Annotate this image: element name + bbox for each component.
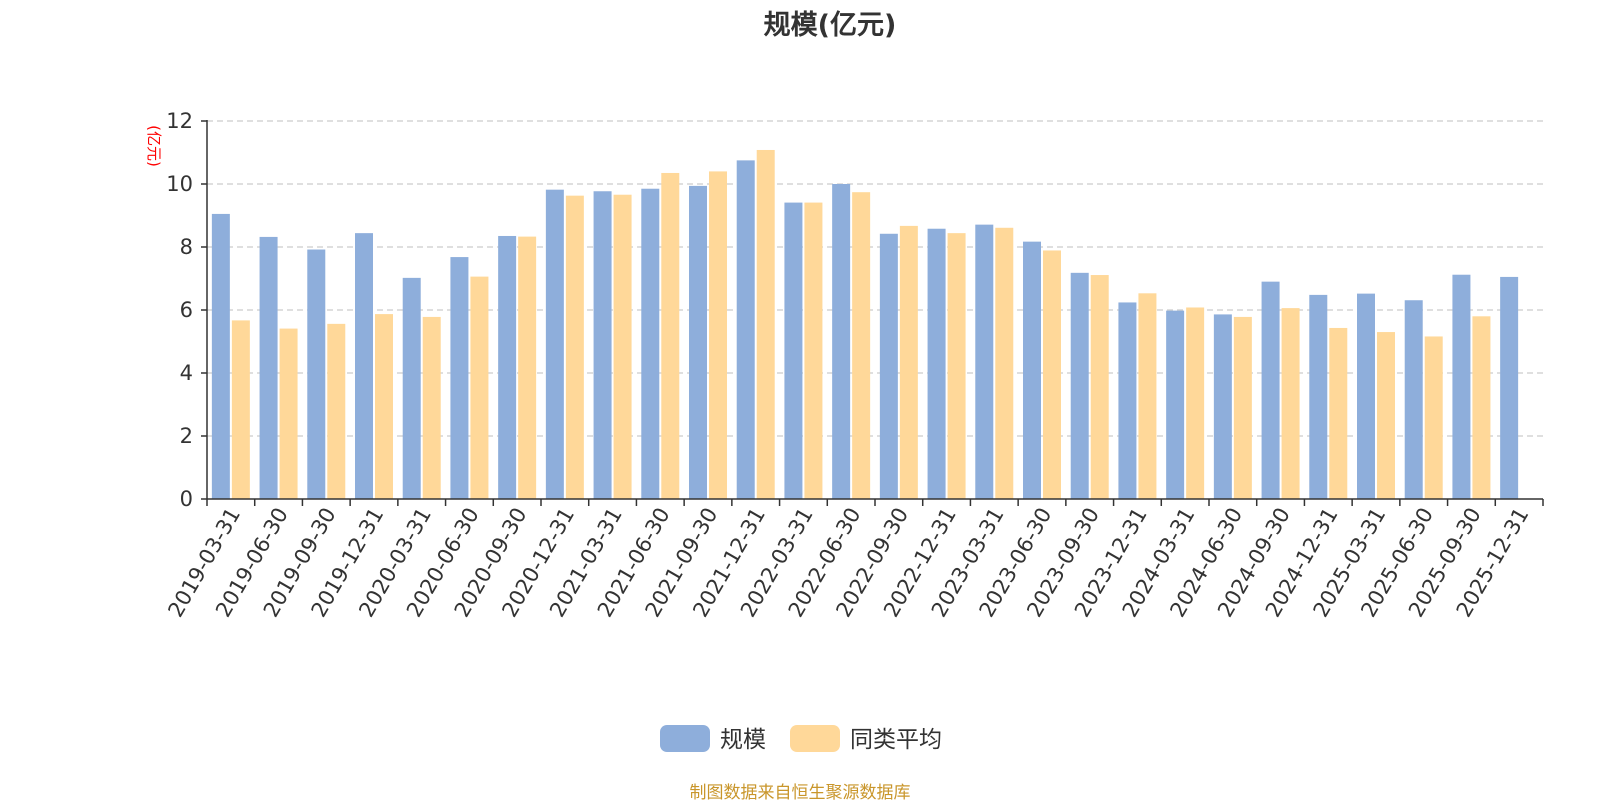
bar-scale: [402, 277, 421, 499]
y-tick-label: 12: [166, 109, 193, 133]
bar-peer-average: [1186, 307, 1205, 499]
bar-peer-average: [1377, 332, 1395, 499]
bar-peer-average: [518, 236, 537, 500]
bar-peer-average: [852, 192, 871, 499]
bar-scale: [641, 188, 660, 499]
chart-title: 规模(亿元): [764, 10, 897, 41]
bar-scale: [1500, 276, 1519, 499]
bar-peer-average: [470, 276, 489, 499]
y-tick-label: 0: [180, 487, 193, 511]
bar-scale: [784, 202, 803, 499]
bar-scale: [355, 233, 373, 499]
bar-peer-average: [995, 227, 1014, 499]
y-tick-label: 10: [166, 172, 193, 196]
bar-scale: [736, 160, 755, 499]
source-note: 制图数据来自恒生聚源数据库: [689, 783, 911, 803]
bar-scale: [975, 224, 994, 499]
bar-peer-average: [1233, 316, 1252, 499]
bar-scale: [689, 185, 707, 499]
bar-peer-average: [1281, 308, 1300, 499]
bar-scale: [879, 233, 898, 499]
bar-peer-average: [279, 328, 298, 499]
bar-peer-average: [327, 323, 346, 499]
legend-swatch-peer-average: [790, 725, 840, 752]
bar-scale: [1452, 274, 1471, 499]
bar-scale: [1166, 310, 1185, 499]
bar-scale: [832, 184, 851, 499]
bar-scale: [450, 257, 469, 499]
legend-label-scale: 规模: [720, 727, 766, 753]
bar-peer-average: [709, 171, 727, 499]
bar-peer-average: [375, 314, 393, 499]
bar-peer-average: [661, 172, 680, 499]
y-tick-label: 6: [180, 298, 193, 322]
bar-scale: [1118, 302, 1137, 499]
bar-scale: [1357, 293, 1375, 499]
y-tick-label: 8: [180, 235, 193, 259]
bar-peer-average: [756, 149, 775, 500]
bar-scale: [593, 191, 612, 499]
bar-scale: [1309, 294, 1328, 499]
bar-peer-average: [422, 316, 441, 499]
bar-scale: [1213, 314, 1232, 499]
bar-scale: [307, 249, 326, 499]
y-tick-label: 2: [180, 424, 193, 448]
bar-peer-average: [804, 202, 823, 499]
bar-scale: [498, 235, 517, 499]
bar-peer-average: [899, 225, 918, 499]
bar-peer-average: [1329, 327, 1348, 499]
bar-scale: [1404, 300, 1423, 499]
bar-scale: [1261, 281, 1280, 499]
bar-scale: [259, 236, 278, 500]
bar-scale: [927, 228, 946, 500]
bar-peer-average: [1472, 316, 1491, 499]
y-axis-label: (亿元): [145, 125, 163, 167]
bar-scale: [211, 213, 230, 500]
bar-peer-average: [1138, 293, 1157, 499]
bar-peer-average: [1090, 275, 1109, 499]
legend-label-peer-average: 同类平均: [850, 727, 942, 753]
bar-peer-average: [1424, 336, 1443, 499]
bar-scale: [1070, 272, 1089, 499]
bar-scale: [1023, 241, 1041, 499]
bar-peer-average: [1043, 250, 1061, 499]
bar-peer-average: [947, 233, 966, 499]
bar-scale: [545, 189, 564, 500]
y-tick-label: 4: [180, 361, 193, 385]
bar-peer-average: [613, 194, 632, 499]
bar-peer-average: [231, 320, 250, 499]
legend-swatch-scale: [660, 725, 710, 752]
bar-peer-average: [565, 195, 584, 499]
